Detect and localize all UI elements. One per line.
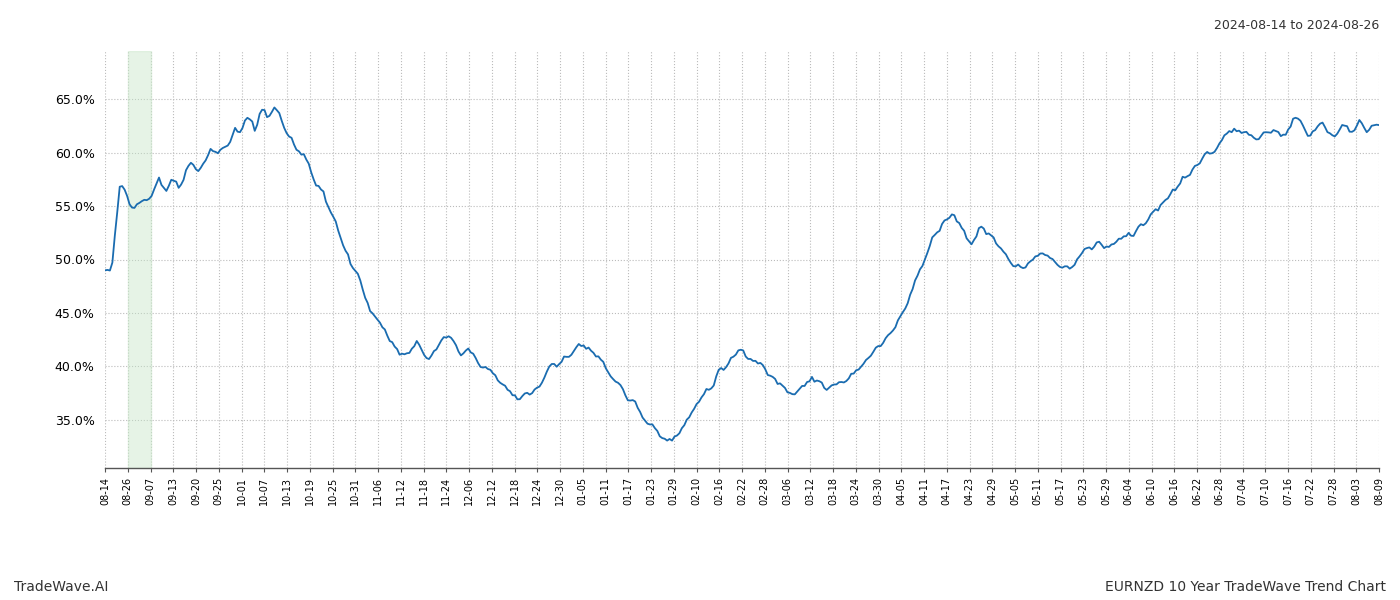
- Text: EURNZD 10 Year TradeWave Trend Chart: EURNZD 10 Year TradeWave Trend Chart: [1105, 580, 1386, 594]
- Bar: [127, 51, 151, 468]
- Text: TradeWave.AI: TradeWave.AI: [14, 580, 108, 594]
- Text: 2024-08-14 to 2024-08-26: 2024-08-14 to 2024-08-26: [1214, 19, 1379, 32]
